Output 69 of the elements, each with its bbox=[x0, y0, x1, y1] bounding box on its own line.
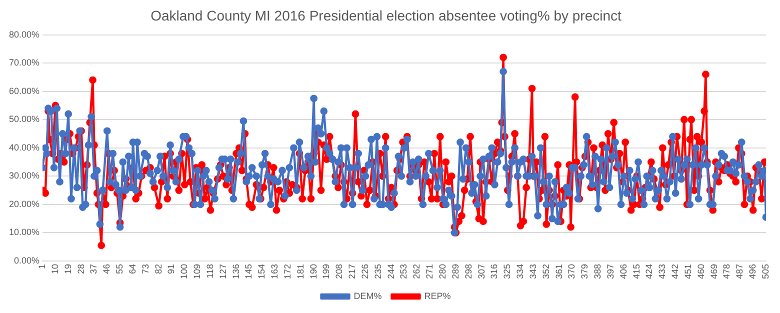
x-tick-label: 64 bbox=[127, 264, 138, 274]
x-tick-label: 316 bbox=[489, 264, 500, 280]
x-tick-label: 118 bbox=[204, 264, 215, 278]
x-tick-label: 379 bbox=[580, 264, 590, 280]
x-tick-label: 361 bbox=[554, 264, 564, 280]
x-tick-label: 163 bbox=[270, 264, 280, 280]
x-tick-label: 442 bbox=[670, 264, 680, 280]
x-tick-label: 307 bbox=[476, 264, 486, 280]
x-tick-label: 55 bbox=[114, 264, 125, 274]
x-tick-label: 127 bbox=[218, 264, 228, 280]
x-tick-label: 280 bbox=[438, 264, 448, 280]
y-tick-label: 50.00% bbox=[8, 114, 40, 124]
y-tick-label: 20.00% bbox=[8, 198, 40, 209]
x-tick-label: 208 bbox=[334, 264, 344, 280]
x-tick-label: 406 bbox=[618, 264, 628, 280]
x-tick-label: 154 bbox=[256, 264, 267, 280]
legend-label: DEM% bbox=[354, 290, 382, 301]
x-tick-label: 469 bbox=[708, 264, 719, 280]
y-tick-label: 60.00% bbox=[8, 86, 40, 96]
x-tick-label: 28 bbox=[76, 264, 86, 274]
x-tick-label: 415 bbox=[631, 264, 642, 280]
x-tick-label: 82 bbox=[153, 264, 164, 274]
x-tick-label: 388 bbox=[592, 264, 603, 280]
x-tick-label: 1 bbox=[37, 264, 48, 269]
x-tick-label: 109 bbox=[192, 264, 202, 280]
x-tick-label: 100 bbox=[179, 264, 190, 280]
x-tick-label: 217 bbox=[347, 264, 358, 280]
y-tick-label: 10.00% bbox=[8, 227, 40, 238]
x-tick-label: 244 bbox=[386, 264, 396, 280]
x-tick-label: 10 bbox=[50, 264, 60, 274]
x-tick-label: 46 bbox=[102, 264, 112, 274]
x-tick-label: 424 bbox=[644, 264, 654, 280]
x-tick-label: 370 bbox=[566, 264, 577, 280]
x-tick-label: 73 bbox=[140, 264, 150, 274]
y-tick-label: 80.00% bbox=[8, 29, 40, 40]
x-tick-label: 505 bbox=[760, 264, 770, 280]
x-tick-label: 37 bbox=[88, 264, 99, 274]
chart-title: Oakland County MI 2016 Presidential election absentee voting% by precinct bbox=[150, 7, 622, 24]
x-tick-label: 496 bbox=[748, 264, 758, 280]
x-tick-label: 172 bbox=[282, 264, 292, 280]
y-tick-label: 70.00% bbox=[8, 58, 40, 68]
x-tick-label: 433 bbox=[657, 264, 668, 280]
x-tick-label: 298 bbox=[463, 264, 474, 280]
x-tick-label: 91 bbox=[166, 264, 176, 274]
x-tick-label: 334 bbox=[515, 264, 526, 280]
x-tick-label: 262 bbox=[412, 264, 422, 280]
x-tick-label: 289 bbox=[450, 264, 460, 280]
x-tick-label: 145 bbox=[244, 264, 254, 280]
x-tick-label: 199 bbox=[321, 264, 332, 280]
x-tick-label: 460 bbox=[696, 264, 706, 280]
x-tick-label: 253 bbox=[398, 264, 409, 280]
y-tick-label: 40.00% bbox=[8, 142, 40, 152]
x-tick-label: 190 bbox=[308, 264, 318, 280]
x-tick-label: 226 bbox=[360, 264, 370, 280]
x-tick-label: 397 bbox=[605, 264, 616, 280]
x-tick-label: 235 bbox=[372, 264, 383, 280]
x-tick-label: 343 bbox=[528, 264, 538, 280]
x-tick-label: 181 bbox=[295, 264, 306, 280]
x-tick-label: 271 bbox=[424, 264, 435, 280]
x-tick-label: 478 bbox=[722, 264, 732, 280]
x-tick-label: 451 bbox=[682, 264, 693, 280]
x-tick-label: 325 bbox=[502, 264, 512, 280]
x-tick-label: 136 bbox=[230, 264, 241, 280]
x-tick-label: 352 bbox=[540, 264, 551, 280]
x-tick-label: 19 bbox=[62, 264, 73, 274]
x-tick-label: 487 bbox=[734, 264, 745, 280]
legend-label: REP% bbox=[424, 290, 451, 301]
y-tick-label: 30.00% bbox=[8, 170, 40, 181]
y-tick-label: 0.00% bbox=[14, 255, 40, 266]
